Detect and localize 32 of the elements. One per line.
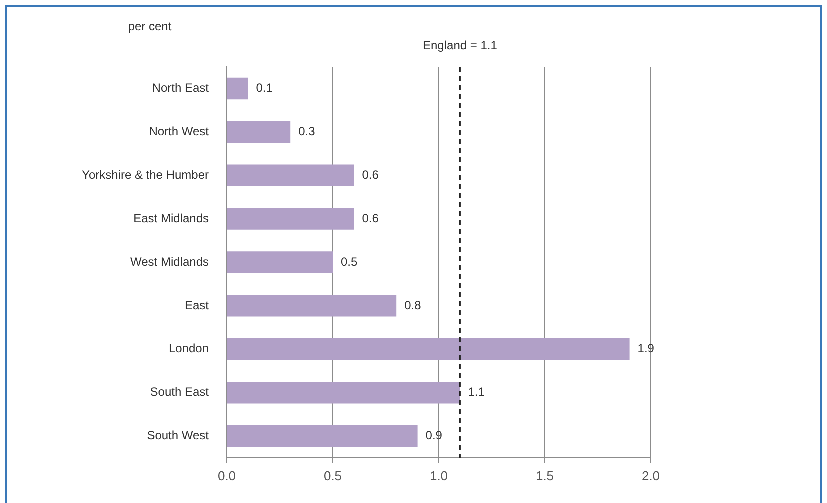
bar: [228, 338, 630, 360]
bar: [228, 78, 248, 100]
y-tick-label: North East: [152, 81, 210, 96]
y-tick-label: London: [168, 342, 209, 356]
x-tick-label: 1.0: [430, 468, 448, 484]
x-tick-label: 0.0: [218, 468, 236, 484]
bar: [228, 382, 460, 404]
y-tick-label: Yorkshire & the Humber: [82, 168, 209, 182]
data-label: 0.3: [298, 124, 316, 138]
ref-line-label: England = 1.1: [422, 38, 498, 52]
data-label: 0.5: [341, 254, 358, 269]
bar: [228, 208, 354, 230]
data-label: 1.1: [468, 385, 486, 400]
bar: [228, 295, 397, 317]
x-tick-label: 0.5: [324, 468, 342, 484]
bar: [228, 425, 418, 448]
x-tick-label: 1.5: [536, 468, 554, 484]
y-tick-label: South East: [150, 385, 210, 400]
bar: [228, 121, 291, 144]
x-axis-title: per cent: [128, 19, 172, 34]
y-tick-label: East Midlands: [134, 211, 209, 226]
data-label: 0.6: [362, 168, 380, 182]
data-label: 0.6: [362, 211, 380, 226]
bar: [228, 164, 354, 186]
y-tick-label: West Midlands: [130, 254, 209, 269]
y-tick-label: South West: [147, 428, 210, 443]
x-tick-label: 2.0: [642, 468, 660, 484]
y-tick-label: North West: [149, 124, 210, 138]
data-label: 0.8: [404, 298, 422, 312]
data-label: 0.1: [256, 81, 274, 96]
bar: [228, 252, 333, 274]
y-tick-label: East: [184, 298, 210, 312]
